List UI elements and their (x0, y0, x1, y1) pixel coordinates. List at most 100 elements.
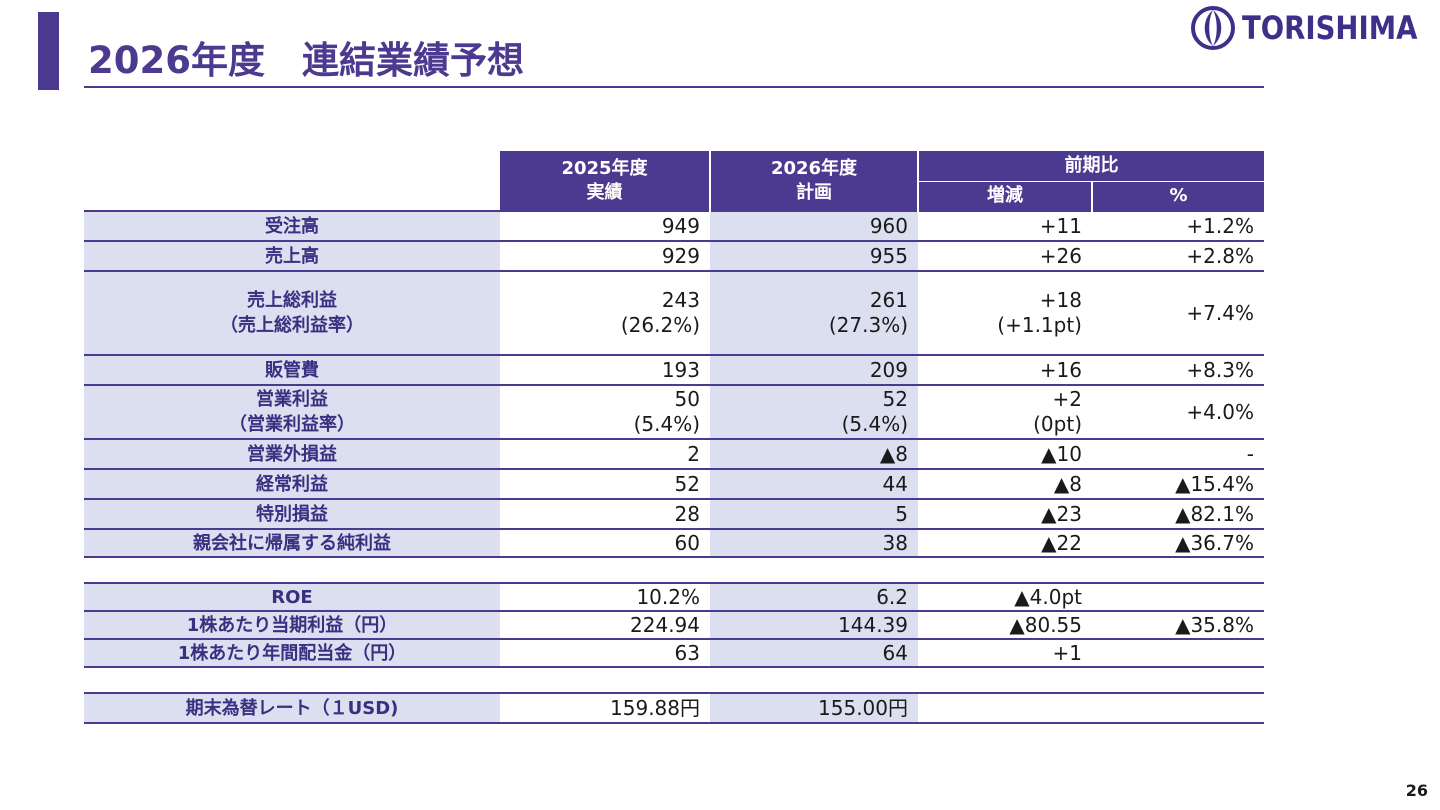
value-2025-actual: 2 (500, 439, 710, 470)
header-2026-plan: 2026年度 計画 (709, 151, 918, 211)
value-yoy-change-line: +18 (1039, 288, 1082, 312)
table-row: 売上総利益 （売上総利益率） 243 (26.2%) 261 (27.3%) +18 (+1.… (84, 271, 1264, 356)
value-2025-actual: 929 (500, 241, 710, 272)
header-yoy-percent: % (1091, 181, 1264, 211)
value-yoy-change: ▲10 (918, 439, 1092, 470)
row-label-line: （営業利益率） (229, 414, 355, 435)
value-yoy-change: +11 (918, 210, 1092, 242)
table-row: 販管費 193 209 +16 +8.3% (84, 355, 1264, 386)
row-label-line: 売上高 (265, 245, 319, 267)
value-2026-plan: 261 (27.3%) (710, 271, 918, 356)
value-2026-plan: 6.2 (710, 583, 918, 612)
value-2026-plan: 44 (710, 469, 918, 500)
row-label: 経常利益 (84, 469, 500, 500)
value-2026-plan: 64 (710, 639, 918, 668)
row-label-line: 親会社に帰属する純利益 (193, 532, 391, 554)
row-label-line: 営業外損益 (247, 443, 337, 465)
value-2026-plan: 144.39 (710, 611, 918, 640)
value-2025-actual-line: 60 (674, 530, 700, 555)
value-yoy-percent (1092, 693, 1264, 724)
table-row: 1株あたり年間配当金（円） 63 64 +1 (84, 639, 1264, 668)
row-label: ROE (84, 583, 500, 612)
row-label-line: ROE (271, 586, 313, 608)
value-yoy-change: ▲23 (918, 499, 1092, 530)
value-2025-actual-line: 52 (674, 471, 700, 496)
row-label-line: 1株あたり当期利益（円） (186, 614, 398, 636)
value-2025-actual-line: 10.2% (636, 584, 700, 609)
page-title: 2026年度 連結業績予想 (88, 39, 524, 82)
value-yoy-change: ▲8 (918, 469, 1092, 500)
logo-wordmark: TORISHIMA (1242, 9, 1418, 47)
value-2026-plan: 52 (5.4%) (710, 385, 918, 440)
value-2025-actual: 63 (500, 639, 710, 668)
value-yoy-percent: ▲36.7% (1092, 529, 1264, 558)
row-label-line: 期末為替レート（１USD) (185, 697, 399, 719)
value-yoy-percent: +8.3% (1092, 355, 1264, 386)
row-label: 販管費 (84, 355, 500, 386)
value-yoy-change-line: ▲4.0pt (1014, 584, 1082, 609)
value-yoy-change-line: (+1.1pt) (997, 313, 1082, 337)
spacer-cell (84, 667, 1264, 694)
value-yoy-change-line: ▲10 (1041, 441, 1082, 466)
value-yoy-change: +18 (+1.1pt) (918, 271, 1092, 356)
value-2025-actual-line: 224.94 (630, 612, 700, 637)
row-label: 売上総利益 （売上総利益率） (84, 271, 500, 356)
value-2026-plan-line: 960 (869, 213, 908, 238)
value-yoy-change: ▲80.55 (918, 611, 1092, 640)
value-yoy-percent: ▲35.8% (1092, 611, 1264, 640)
row-label: 1株あたり当期利益（円） (84, 611, 500, 640)
row-label-line: 経常利益 (256, 473, 328, 495)
row-label: 特別損益 (84, 499, 500, 530)
table-spacer-row (84, 667, 1264, 694)
table-spacer-row (84, 557, 1264, 584)
value-2026-plan: 5 (710, 499, 918, 530)
value-yoy-change-line: ▲23 (1041, 501, 1082, 526)
value-2026-plan-line: 144.39 (838, 612, 908, 637)
row-label: 営業利益 （営業利益率） (84, 385, 500, 440)
value-yoy-change (918, 693, 1092, 724)
value-2026-plan-line: 44 (882, 471, 908, 496)
row-label: 1株あたり年間配当金（円） (84, 639, 500, 668)
row-label: 親会社に帰属する純利益 (84, 529, 500, 558)
table-row: 受注高 949 960 +11 +1.2% (84, 210, 1264, 242)
value-yoy-percent: +4.0% (1092, 385, 1264, 440)
row-label: 期末為替レート（１USD) (84, 693, 500, 724)
row-label: 売上高 (84, 241, 500, 272)
table-row: 売上高 929 955 +26 +2.8% (84, 241, 1264, 272)
value-2026-plan-line: 38 (882, 530, 908, 555)
value-2026-plan-line: 64 (882, 640, 908, 665)
header-2025-line2: 実績 (586, 181, 623, 203)
value-yoy-percent: +2.8% (1092, 241, 1264, 272)
value-2025-actual-line: 50 (674, 387, 700, 411)
value-yoy-change: ▲4.0pt (918, 583, 1092, 612)
value-yoy-change: +2 (0pt) (918, 385, 1092, 440)
value-yoy-change-line: +1 (1052, 640, 1082, 665)
row-label-line: （売上総利益率） (220, 315, 364, 336)
value-2026-plan: 209 (710, 355, 918, 386)
value-2026-plan: 960 (710, 210, 918, 242)
value-2025-actual: 28 (500, 499, 710, 530)
value-2025-actual: 159.88円 (500, 693, 710, 724)
value-yoy-percent: ▲82.1% (1092, 499, 1264, 530)
title-accent-bar (38, 12, 59, 90)
header-2025-line1: 2025年度 (561, 157, 648, 179)
table-row: 経常利益 52 44 ▲8 ▲15.4% (84, 469, 1264, 500)
spacer-cell (84, 557, 1264, 584)
row-label-line: 販管費 (265, 359, 319, 381)
page-number: 26 (1405, 781, 1428, 800)
table-row: 営業利益 （営業利益率） 50 (5.4%) 52 (5.4%) +2 (0pt) +4.0% (84, 385, 1264, 440)
value-2026-plan-line: 261 (869, 288, 908, 312)
value-2025-actual: 10.2% (500, 583, 710, 612)
value-2025-actual: 193 (500, 355, 710, 386)
value-2025-actual-line: (5.4%) (633, 412, 700, 436)
torishima-logo-icon (1191, 6, 1235, 50)
value-2025-actual: 60 (500, 529, 710, 558)
value-yoy-change-line: ▲8 (1053, 471, 1082, 496)
value-yoy-change-line: +11 (1039, 213, 1082, 238)
value-2025-actual: 50 (5.4%) (500, 385, 710, 440)
header-blank-cell (84, 151, 500, 211)
value-2025-actual-line: 193 (661, 357, 700, 382)
row-label-line: 受注高 (265, 215, 319, 237)
value-2025-actual-line: 243 (661, 288, 700, 312)
value-yoy-percent (1092, 639, 1264, 668)
